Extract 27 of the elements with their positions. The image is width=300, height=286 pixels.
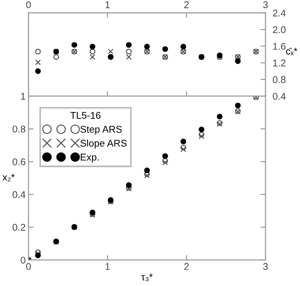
x-tick-label: 1 bbox=[106, 263, 110, 270]
y2-tick-label: 0.8 bbox=[272, 76, 286, 84]
y2-tick-label: 1.2 bbox=[273, 60, 286, 66]
x-tick-label: 2 bbox=[184, 1, 189, 8]
y2-tick-label: 1.6 bbox=[273, 42, 286, 50]
x-tick-label: 0 bbox=[26, 263, 31, 270]
legend-label: Exp. bbox=[80, 154, 99, 162]
x-tick-label: 0 bbox=[26, 1, 31, 8]
y-tick-label: 0 bbox=[20, 256, 26, 264]
legend-label: Slope ARS bbox=[80, 140, 127, 149]
x-tick-label: 2 bbox=[184, 263, 189, 270]
legend-title: TL5-16 bbox=[70, 112, 101, 119]
y-tick-label: 0.2 bbox=[12, 224, 26, 231]
legend-label: Step ARS bbox=[80, 126, 122, 135]
y-tick-label: 0.8 bbox=[12, 126, 26, 132]
y-tick-label: 0.6 bbox=[12, 158, 26, 166]
y-tick-label: 1 bbox=[21, 92, 26, 100]
y2-tick-label: 0.4 bbox=[272, 92, 286, 100]
y-axis-title: x₂* bbox=[2, 174, 15, 182]
x-tick-label: 3 bbox=[263, 263, 268, 270]
y-tick-label: 0.4 bbox=[12, 191, 26, 198]
y2-tick-label: 2.0 bbox=[272, 26, 286, 34]
y2-tick-label: 2.4 bbox=[272, 10, 286, 16]
x-tick-label: 3 bbox=[263, 1, 268, 8]
x-tick-label: 1 bbox=[106, 1, 110, 8]
x-axis-title: τ₃* bbox=[141, 274, 153, 282]
y2-axis-title: c̄ₓ* bbox=[286, 48, 298, 56]
